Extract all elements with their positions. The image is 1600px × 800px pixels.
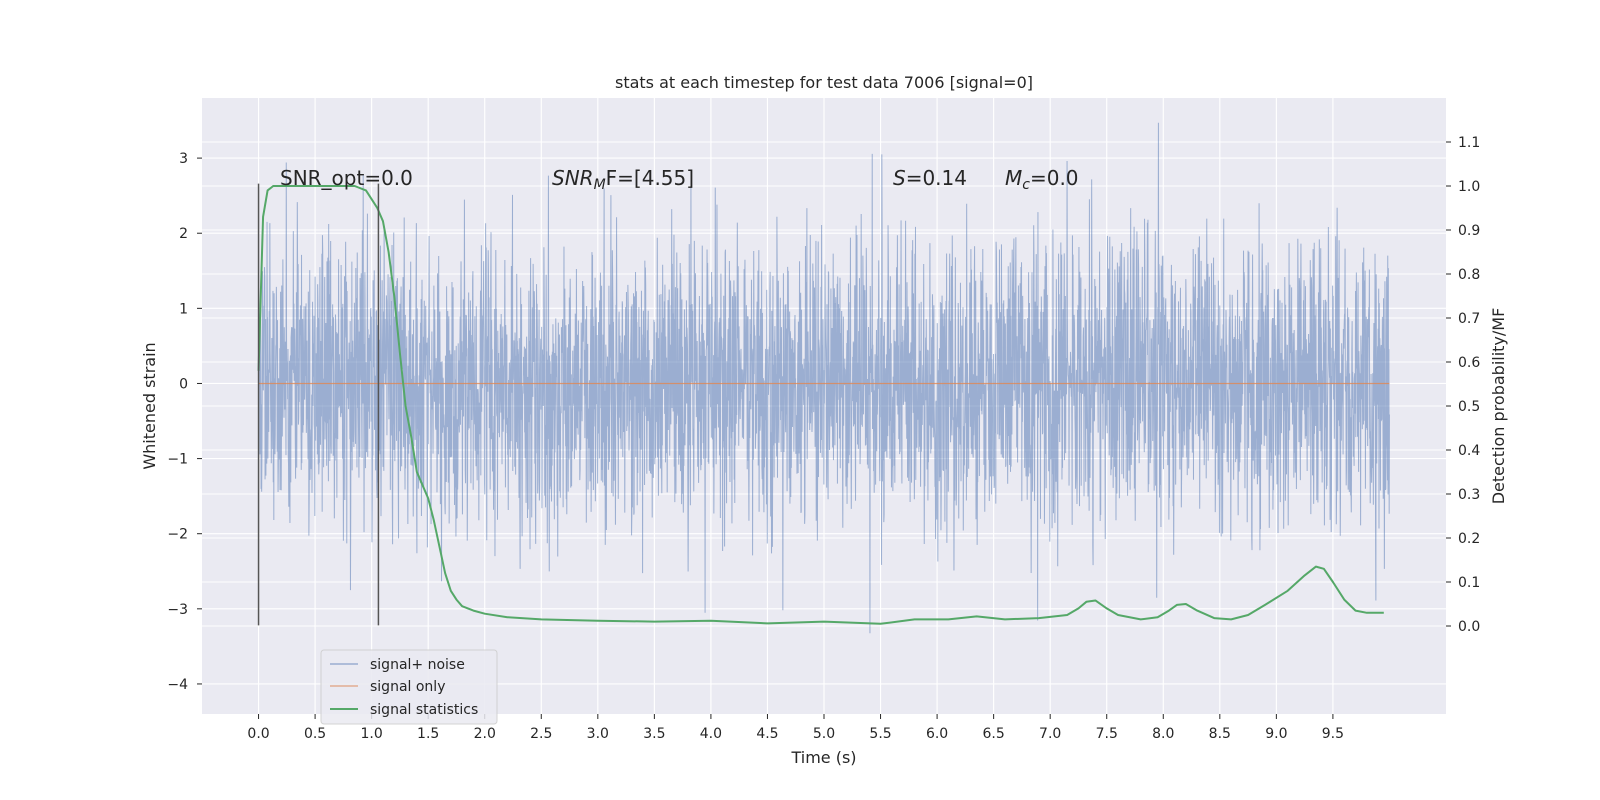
y-right-tick-label-9: 0.2 [1458,531,1480,547]
y-right-tick-label-7: 0.4 [1458,443,1480,459]
annotation-s-sym: S [893,166,906,190]
legend-box [320,649,498,725]
x-tick-label-4: 2.0 [474,726,496,742]
vertical-markers [257,183,380,626]
y-axis-label-right: Detection probability/MF [1489,308,1508,505]
y-left-tick-label-6: −3 [167,602,188,618]
x-tick-label-12: 6.0 [926,726,948,742]
y-right-tick-label-4: 0.7 [1458,311,1480,327]
legend: signal+ noise signal only signal statist… [320,649,498,725]
x-tick-label-3: 1.5 [417,726,439,742]
y-right-tick-label-6: 0.5 [1458,399,1480,415]
annotation-snr-mf-base: SNR [552,166,594,190]
y-right-tick-label-1: 1.0 [1458,179,1480,195]
x-tick-label-6: 3.0 [587,726,609,742]
x-tick-label-13: 6.5 [983,726,1005,742]
y-axis-label-left: Whitened strain [140,342,159,469]
x-tick-label-0: 0.0 [247,726,269,742]
x-tick-label-7: 3.5 [643,726,665,742]
x-tick-label-19: 9.5 [1322,726,1344,742]
legend-label-signal-noise: signal+ noise [370,657,465,673]
y-left-tick-label-2: 1 [179,301,188,317]
x-tick-label-1: 0.5 [304,726,326,742]
y-right-tick-label-10: 0.1 [1458,575,1480,591]
y-right-tick-label-8: 0.3 [1458,487,1480,503]
annotation-mc-sub: c [1022,177,1030,193]
x-tick-label-18: 9.0 [1265,726,1287,742]
series-layer [257,185,1390,625]
x-tick-label-5: 2.5 [530,726,552,742]
y-right-tick-label-0: 1.1 [1458,135,1480,151]
annotation-snr-mf-sub: M [594,177,606,193]
y-left-tick-label-5: −2 [167,527,188,543]
y-left-tick-label-0: 3 [179,151,188,167]
chart-title: stats at each timestep for test data 700… [615,73,1033,92]
signal-noise-line [258,122,1390,634]
x-tick-label-2: 1.0 [361,726,383,742]
annotation-s-rest: =0.14 [906,166,967,190]
x-tick-label-15: 7.5 [1096,726,1118,742]
annotation-s: S=0.14 [893,166,967,190]
y-left-tick-label-7: −4 [167,677,188,693]
annotation-mc-rest: =0.0 [1030,166,1079,190]
x-axis-label: Time (s) [790,748,856,767]
tick-labels: 0.0 0.5 1.0 1.5 2.0 2.5 3.0 3.5 4.0 4.5 5.0 5.5 6.0 6… [167,135,1480,742]
y-left-tick-label-1: 2 [179,226,188,242]
y-right-tick-label-3: 0.8 [1458,267,1480,283]
noise-series [258,122,1390,634]
x-tick-label-11: 5.5 [869,726,891,742]
x-tick-label-16: 8.0 [1152,726,1174,742]
annotation-snr-mf-rest: F=[4.55] [606,166,694,190]
x-tick-label-9: 4.5 [756,726,778,742]
annotation-snr-opt: SNR_opt=0.0 [280,166,413,190]
signal-statistics-line [257,185,1384,625]
y-right-tick-label-2: 0.9 [1458,223,1480,239]
x-tick-label-17: 8.5 [1209,726,1231,742]
x-tick-label-8: 4.0 [700,726,722,742]
y-left-tick-label-3: 0 [179,376,188,392]
legend-label-signal-only: signal only [370,679,445,695]
y-right-tick-label-5: 0.6 [1458,355,1480,371]
x-tick-label-10: 5.0 [813,726,835,742]
annotation-mc: Mc=0.0 [1005,166,1079,193]
x-tick-label-14: 7.0 [1039,726,1061,742]
annotations: SNR_opt=0.0 SNRMF=[4.55] S=0.14 Mc=0.0 [280,166,1079,193]
annotation-snr-mf: SNRMF=[4.55] [552,166,694,193]
y-left-tick-label-4: −1 [167,452,188,468]
annotation-mc-sym: M [1005,166,1022,190]
legend-label-signal-statistics: signal statistics [370,702,478,718]
y-right-tick-label-11: 0.0 [1458,619,1480,635]
